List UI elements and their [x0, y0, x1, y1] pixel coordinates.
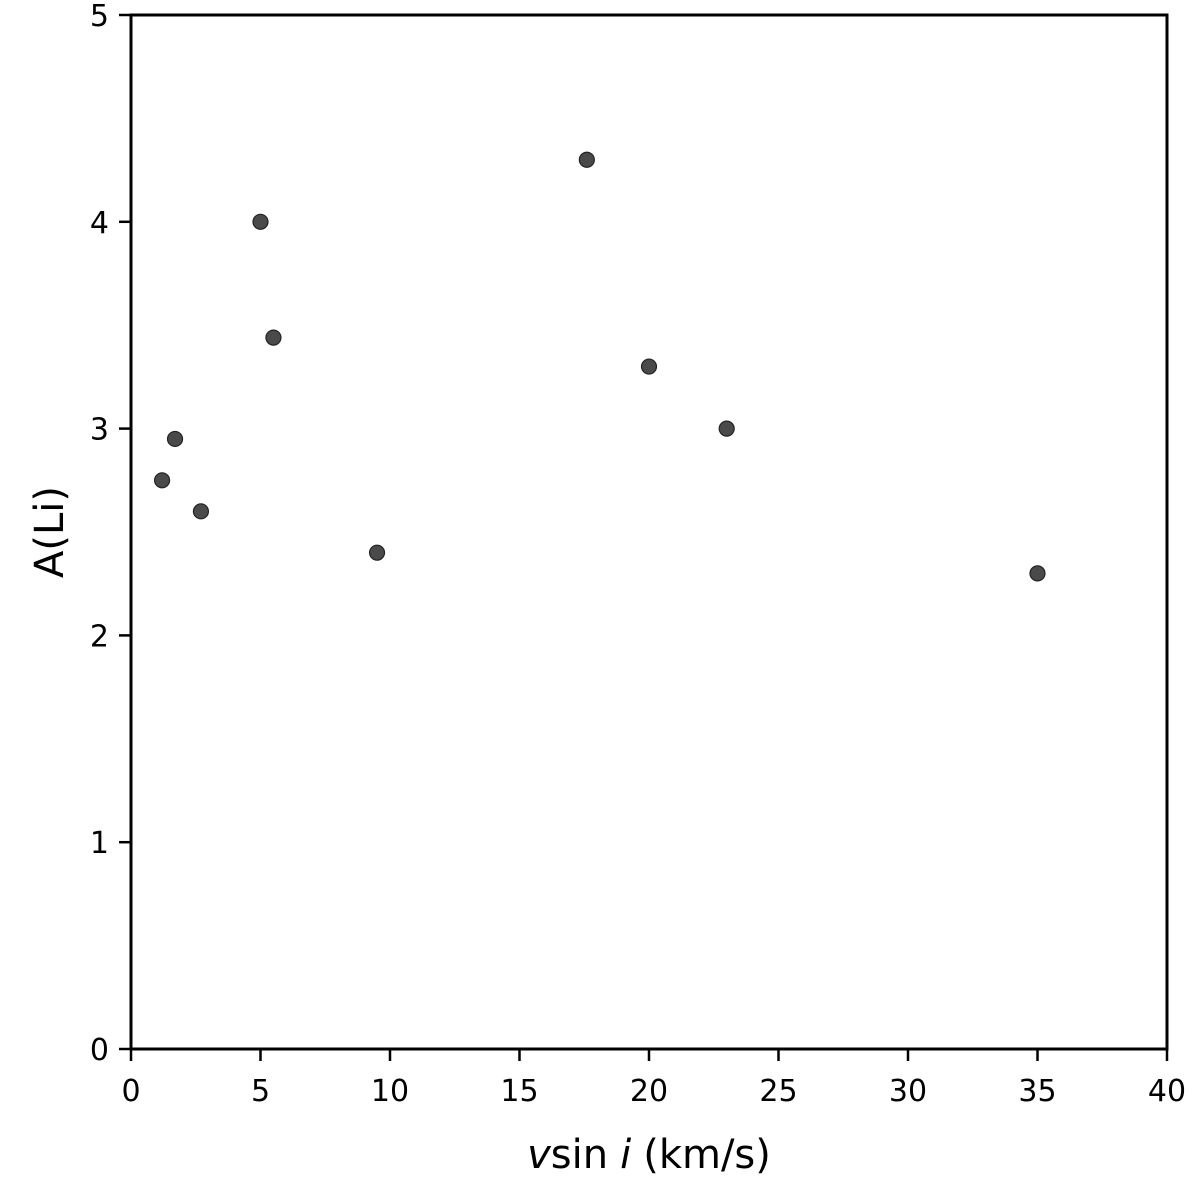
y-tick-label-1: 1 — [90, 826, 109, 861]
data-point-3 — [252, 213, 269, 230]
data-point-4 — [265, 329, 282, 346]
x-tick-label-0: 0 — [121, 1074, 140, 1109]
x-axis-label-unit: (km/s) — [643, 1132, 771, 1178]
x-tick-label-7: 35 — [1018, 1074, 1056, 1109]
x-axis-label-func: sin — [551, 1132, 608, 1178]
plot-frame — [129, 13, 1169, 1051]
x-tick-label-1: 5 — [251, 1074, 270, 1109]
x-axis-label-arg: i — [620, 1132, 631, 1178]
x-tick-label-8: 40 — [1148, 1074, 1186, 1109]
data-points — [153, 151, 1046, 582]
x-tick-label-3: 15 — [500, 1074, 538, 1109]
data-point-1 — [166, 430, 184, 448]
y-tick-label-3: 3 — [90, 413, 109, 448]
x-tick-label-4: 20 — [630, 1074, 668, 1109]
x-axis-label: vsin i (km/s) — [527, 1132, 771, 1178]
y-tick-label-0: 0 — [90, 1033, 109, 1068]
x-tick-label-2: 10 — [371, 1074, 409, 1109]
y-tick-label-2: 2 — [90, 619, 109, 654]
data-point-8 — [718, 420, 735, 437]
data-point-7 — [640, 358, 658, 375]
data-point-0 — [153, 472, 171, 489]
y-tick-label-5: 5 — [90, 0, 109, 34]
data-point-6 — [578, 151, 595, 168]
data-point-9 — [1029, 565, 1046, 582]
x-axis-label-var: v — [527, 1132, 552, 1178]
y-tick-label-4: 4 — [90, 206, 109, 241]
x-tick-label-5: 25 — [759, 1074, 797, 1109]
data-point-5 — [368, 544, 386, 561]
data-point-2 — [192, 503, 210, 520]
y-axis-label: A(Li) — [27, 486, 73, 578]
x-tick-label-6: 30 — [889, 1074, 927, 1109]
axis-ticks: 0 5 10 15 20 25 30 35 40 0 1 2 3 4 5 — [90, 0, 1186, 1109]
